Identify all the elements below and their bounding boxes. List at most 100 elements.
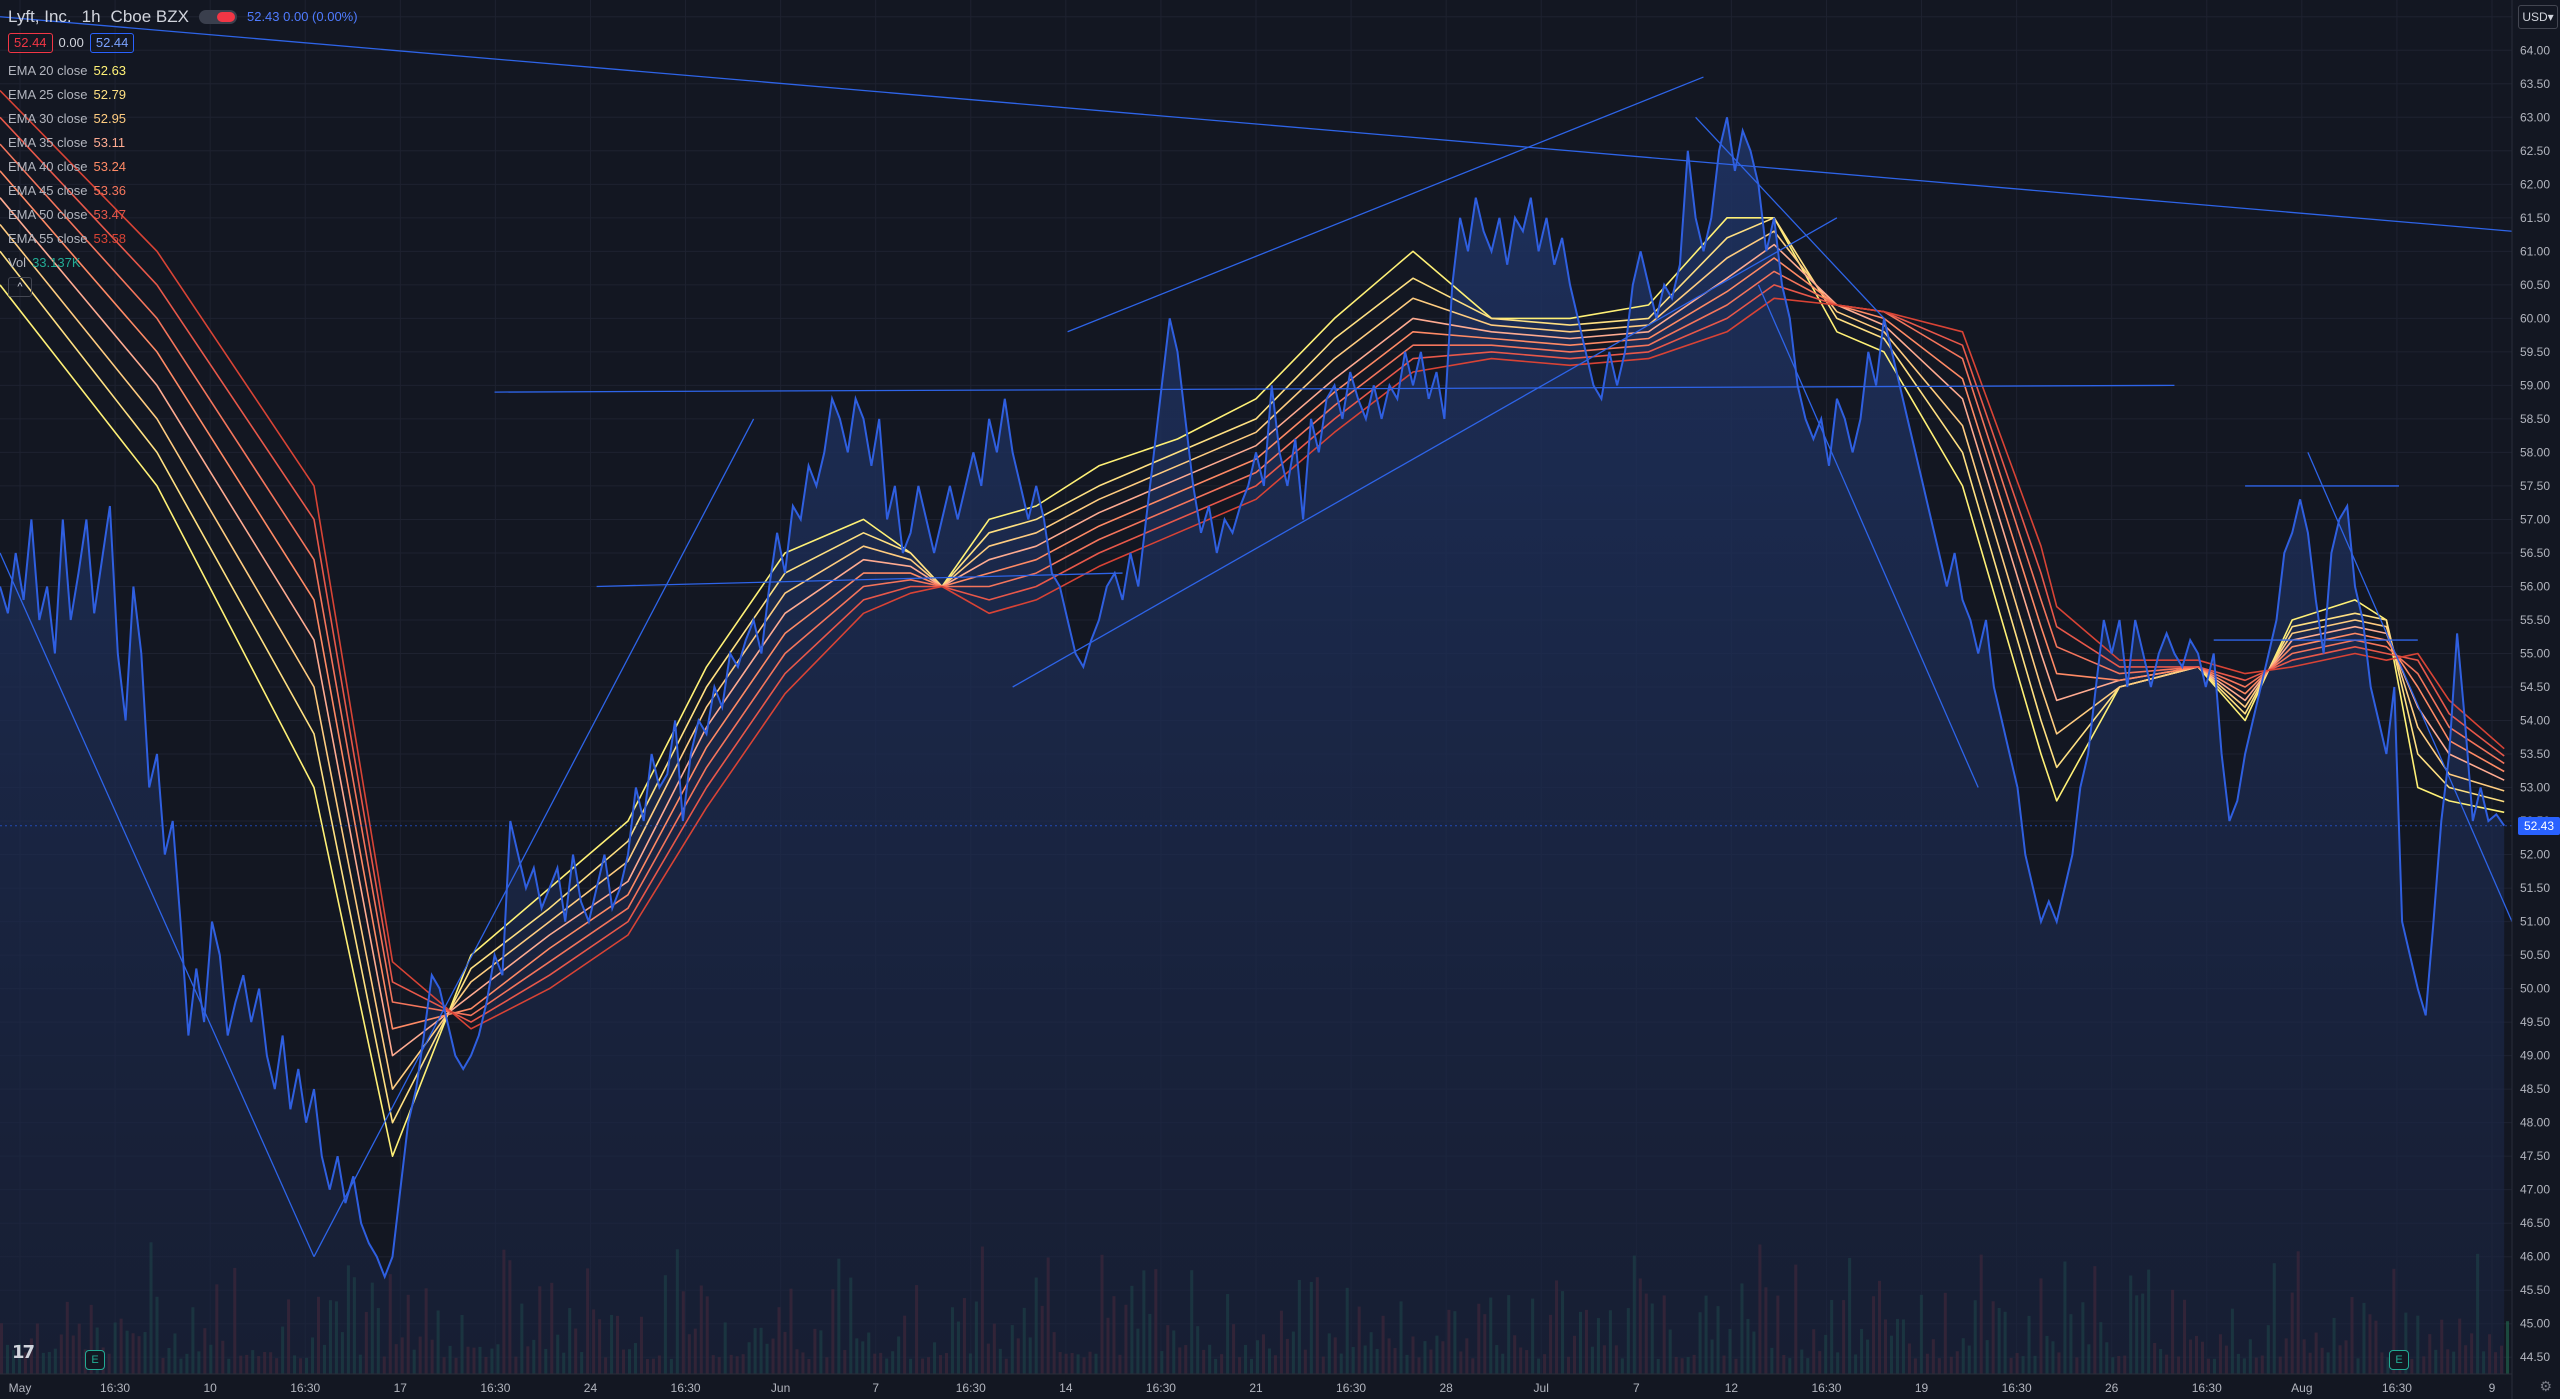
time-tick-label: 24 [584,1381,598,1395]
price-tick-label: 57.00 [2520,512,2550,526]
indicator-value: 53.58 [93,231,127,246]
currency-selector[interactable]: USD▾ [2518,5,2558,29]
indicator-value: 52.63 [93,63,127,78]
price-tick-label: 63.00 [2520,110,2550,124]
indicator-ema-30[interactable]: EMA 30 close 52.95 [8,107,358,131]
time-tick-label: Jun [771,1381,790,1395]
time-axis[interactable]: May 16:30 10 16:30 17 16:30 24 16:30 Jun 7 16:30 14… [9,1381,2496,1395]
price-tick-label: 62.50 [2520,144,2550,158]
exchange[interactable]: Cboe BZX [110,7,189,26]
time-tick-label: 21 [1249,1381,1263,1395]
indicator-list: EMA 20 close 52.63 EMA 25 close 52.79 EMA … [8,59,358,251]
price-tick-label: 46.00 [2520,1250,2550,1264]
time-tick-label: 9 [2489,1381,2496,1395]
ema-line [0,170,2505,1030]
price-tick-label: 47.00 [2520,1183,2550,1197]
indicator-ema-35[interactable]: EMA 35 close 53.11 [8,131,358,155]
price-tick-label: 60.00 [2520,311,2550,325]
indicator-ema-40[interactable]: EMA 40 close 53.24 [8,155,358,179]
time-tick-label: Aug [2291,1381,2312,1395]
symbol-row: Lyft, Inc. 1h Cboe BZX 52.43 0.00 (0.00%… [8,6,358,28]
price-tick-label: 62.00 [2520,177,2550,191]
price-tick-label: 53.50 [2520,747,2550,761]
trendline [1012,217,1838,688]
time-tick-label: 16:30 [2002,1381,2032,1395]
ema-line [0,197,2505,1057]
price-tick-label: 61.00 [2520,244,2550,258]
time-tick-label: 17 [394,1381,408,1395]
price-axis[interactable]: 64.5064.0063.5063.0062.5062.0061.5061.00… [2520,10,2550,1364]
trendline [2307,452,2513,922]
ema-line [0,223,2505,1090]
interval[interactable]: 1h [81,7,101,26]
price-tick-label: 44.50 [2520,1350,2550,1364]
price-tick-label: 54.50 [2520,680,2550,694]
time-tick-label: 16:30 [290,1381,320,1395]
price-tick-label: 55.50 [2520,613,2550,627]
indicator-ema-25[interactable]: EMA 25 close 52.79 [8,83,358,107]
close-line [0,117,2506,1280]
chevron-up-icon: ^ [17,281,23,293]
time-tick-label: 16:30 [2382,1381,2412,1395]
indicator-label: EMA 40 close [8,159,88,174]
price-tick-label: 58.00 [2520,445,2550,459]
trendline [1695,116,1885,319]
price-tick-label: 58.50 [2520,412,2550,426]
chevron-down-icon: ▾ [2547,10,2554,24]
volume-label: Vol [8,255,27,270]
price-tick-label: 48.00 [2520,1116,2550,1130]
sell-button[interactable]: 52.44 [8,33,53,53]
buy-button[interactable]: 52.44 [89,33,135,53]
ema-line [0,116,2505,1023]
indicator-label: EMA 55 close [8,231,88,246]
trendline [1067,76,1704,333]
indicator-ema-55[interactable]: EMA 55 close 53.58 [8,227,358,251]
trendline [313,418,755,1258]
time-tick-label: May [9,1381,32,1395]
price-tick-label: 52.00 [2520,848,2550,862]
price-area [0,117,2505,1374]
price-tick-label: 56.00 [2520,579,2550,593]
last-quote: 52.43 0.00 (0.00%) [246,9,358,24]
price-tick-label: 50.00 [2520,982,2550,996]
indicator-ema-50[interactable]: EMA 50 close 53.47 [8,203,358,227]
indicator-value: 52.95 [93,111,127,126]
price-tick-label: 63.50 [2520,77,2550,91]
indicator-value: 52.79 [93,87,127,102]
market-status-toggle-icon[interactable] [198,10,237,24]
indicator-value: 53.24 [93,159,127,174]
price-tick-label: 54.00 [2520,714,2550,728]
indicator-value: 53.36 [93,183,127,198]
price-tick-label: 45.50 [2520,1283,2550,1297]
time-tick-label: Jul [1534,1381,1549,1395]
gear-icon[interactable]: ⚙ [2539,1378,2552,1394]
trade-buttons: 52.44 0.00 52.44 [8,31,358,55]
indicator-volume[interactable]: Vol 33.137K [8,251,358,275]
earnings-e-icon[interactable]: E [2389,1350,2409,1370]
ema-line [0,89,2505,1030]
trendline [0,16,2513,232]
time-tick-label: 16:30 [2192,1381,2222,1395]
volume-bar [2506,1321,2510,1374]
time-tick-label: 12 [1725,1381,1739,1395]
trendline [596,572,1123,588]
collapse-legend-button[interactable]: ^ [8,277,32,297]
price-tick-label: 45.00 [2520,1317,2550,1331]
price-tick-label: 64.00 [2520,43,2550,57]
indicator-value: 53.47 [93,207,127,222]
indicator-label: EMA 45 close [8,183,88,198]
tradingview-logo-icon[interactable]: 17 [12,1342,35,1363]
time-tick-label: 19 [1915,1381,1929,1395]
price-tick-label: 49.00 [2520,1049,2550,1063]
price-tick-label: 61.50 [2520,211,2550,225]
volume-value: 33.137K [32,255,81,270]
price-tick-label: 49.50 [2520,1015,2550,1029]
indicator-ema-20[interactable]: EMA 20 close 52.63 [8,59,358,83]
earnings-e-icon[interactable]: E [85,1350,105,1370]
time-tick-label: 16:30 [1146,1381,1176,1395]
symbol-name[interactable]: Lyft, Inc. [8,7,72,26]
indicator-ema-45[interactable]: EMA 45 close 53.36 [8,179,358,203]
price-tick-label: 55.00 [2520,646,2550,660]
indicator-label: EMA 35 close [8,135,88,150]
